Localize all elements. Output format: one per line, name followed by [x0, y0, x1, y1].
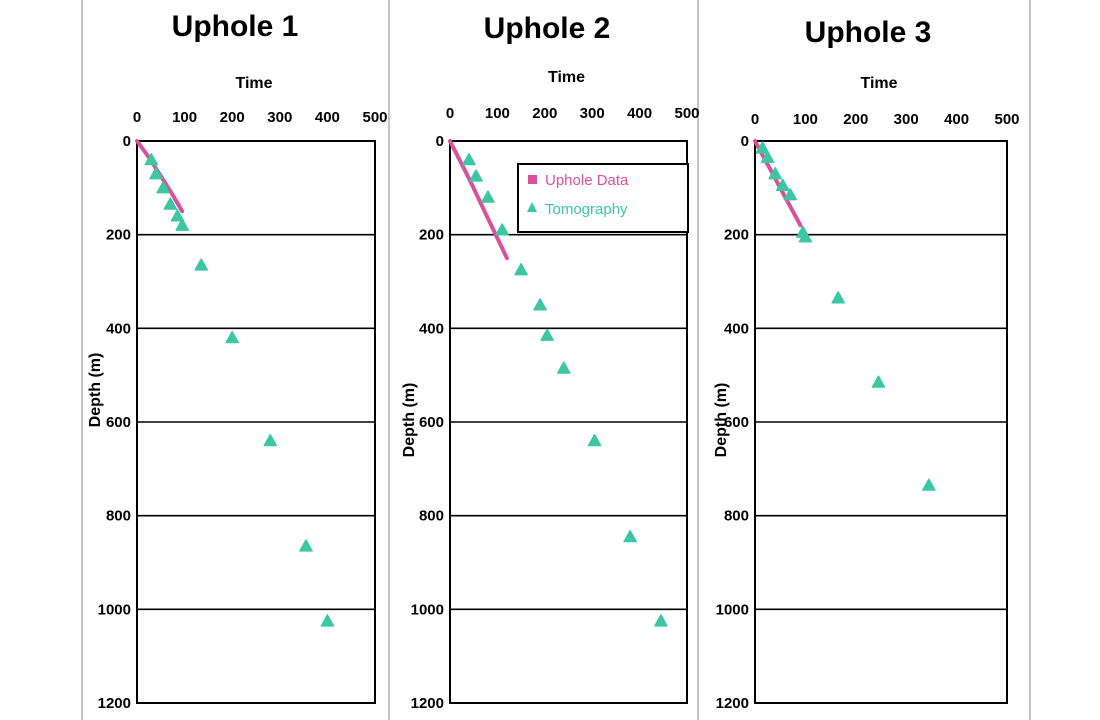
tomography-point [144, 152, 159, 166]
y-tick-label: 400 [724, 320, 749, 337]
x-tick-label: 300 [267, 109, 292, 126]
tomography-point [831, 291, 845, 304]
chart-title: Uphole 2 [484, 12, 611, 45]
x-axis-title: Time [235, 75, 272, 92]
tomography-point [768, 167, 782, 180]
tomography-point [798, 230, 813, 243]
x-tick-label: 400 [944, 111, 969, 128]
x-axis-title: Time [860, 75, 897, 92]
tomography-point [623, 529, 637, 543]
tomography-point [469, 169, 483, 182]
tomography-point [871, 375, 886, 388]
tomography-point [149, 167, 163, 180]
tomography-point [760, 150, 775, 163]
tomography-point [755, 141, 770, 154]
y-tick-label: 400 [106, 320, 131, 337]
y-tick-label: 1200 [716, 695, 749, 712]
x-tick-label: 0 [446, 105, 454, 122]
x-tick-label: 500 [674, 105, 699, 122]
y-tick-label: 1200 [411, 695, 444, 712]
y-tick-label: 1000 [716, 601, 749, 618]
tomography-point [557, 361, 571, 374]
x-tick-label: 100 [793, 111, 818, 128]
y-tick-label: 0 [436, 133, 444, 150]
y-tick-label: 200 [106, 227, 131, 244]
x-tick-label: 200 [220, 109, 245, 126]
y-tick-label: 200 [724, 227, 749, 244]
y-tick-label: 1000 [98, 601, 131, 618]
y-axis-title: Depth (m) [401, 383, 418, 458]
chart-panel-3: Uphole 3 Time Depth (m) 0 100 200 300 400 500 0 20… [713, 16, 1020, 712]
x-tick-label: 400 [315, 109, 340, 126]
x-tick-label: 0 [751, 111, 759, 128]
uphole-data-line [448, 139, 509, 261]
legend-tomography-swatch [527, 202, 537, 212]
chart-panel-2: Uphole 2 Time Depth (m) 0 100 200 300 400 500 0 20… [401, 12, 700, 712]
tomography-point [299, 539, 313, 552]
tomography-point [533, 298, 547, 311]
tomography-point [783, 188, 798, 201]
x-axis-title: Time [548, 69, 585, 86]
tomography-point [514, 263, 528, 276]
tomography-point [194, 258, 209, 271]
y-tick-label: 600 [419, 414, 444, 431]
y-tick-label: 200 [419, 227, 444, 244]
tomography-point [225, 330, 239, 344]
y-tick-label: 600 [724, 414, 749, 431]
x-tick-label: 300 [580, 105, 605, 122]
tomography-point [922, 478, 936, 491]
tomography-point [540, 328, 554, 341]
tomography-point [170, 209, 185, 222]
tomography-point [481, 190, 495, 203]
tomography-point [495, 223, 509, 236]
tomography-point [654, 614, 668, 627]
y-tick-label: 800 [106, 508, 131, 525]
tomography-point [163, 197, 178, 210]
chart-title: Uphole 1 [172, 10, 299, 43]
y-tick-label: 1200 [98, 695, 131, 712]
legend-tomography-label: Tomography [545, 201, 628, 218]
tomography-point [263, 433, 278, 447]
legend-uphole-swatch [528, 175, 537, 184]
tomography-point [320, 614, 335, 627]
y-axis-title: Depth (m) [87, 353, 104, 428]
y-tick-label: 800 [419, 508, 444, 525]
y-tick-label: 0 [123, 133, 131, 150]
chart-title: Uphole 3 [805, 16, 932, 49]
plot-frame [136, 140, 376, 704]
y-tick-label: 400 [419, 320, 444, 337]
plot-frame [754, 140, 1008, 704]
x-tick-label: 300 [894, 111, 919, 128]
x-tick-label: 100 [172, 109, 197, 126]
legend-box [517, 163, 689, 233]
x-tick-label: 100 [485, 105, 510, 122]
x-tick-label: 200 [532, 105, 557, 122]
chart-panel-1: Uphole 1 Time Depth (m) 0 100 200 300 400 500 0 20… [87, 10, 388, 712]
uphole-data-line [753, 139, 803, 228]
y-tick-label: 600 [106, 414, 131, 431]
x-tick-label: 0 [133, 109, 141, 126]
legend-uphole-label: Uphole Data [545, 172, 629, 189]
y-tick-label: 800 [724, 508, 749, 525]
legend: Uphole Data Tomography [517, 163, 689, 233]
y-tick-label: 1000 [411, 601, 444, 618]
y-tick-label: 0 [741, 133, 749, 150]
tomography-point [462, 152, 476, 166]
x-tick-label: 500 [362, 109, 387, 126]
x-tick-label: 400 [627, 105, 652, 122]
tomography-point [156, 181, 170, 194]
x-tick-label: 200 [843, 111, 868, 128]
tomography-point [587, 433, 602, 447]
y-axis-title: Depth (m) [713, 383, 730, 458]
plot-frame [449, 140, 688, 704]
tomography-point [175, 218, 189, 231]
x-tick-label: 500 [994, 111, 1019, 128]
tomography-point [775, 178, 790, 192]
